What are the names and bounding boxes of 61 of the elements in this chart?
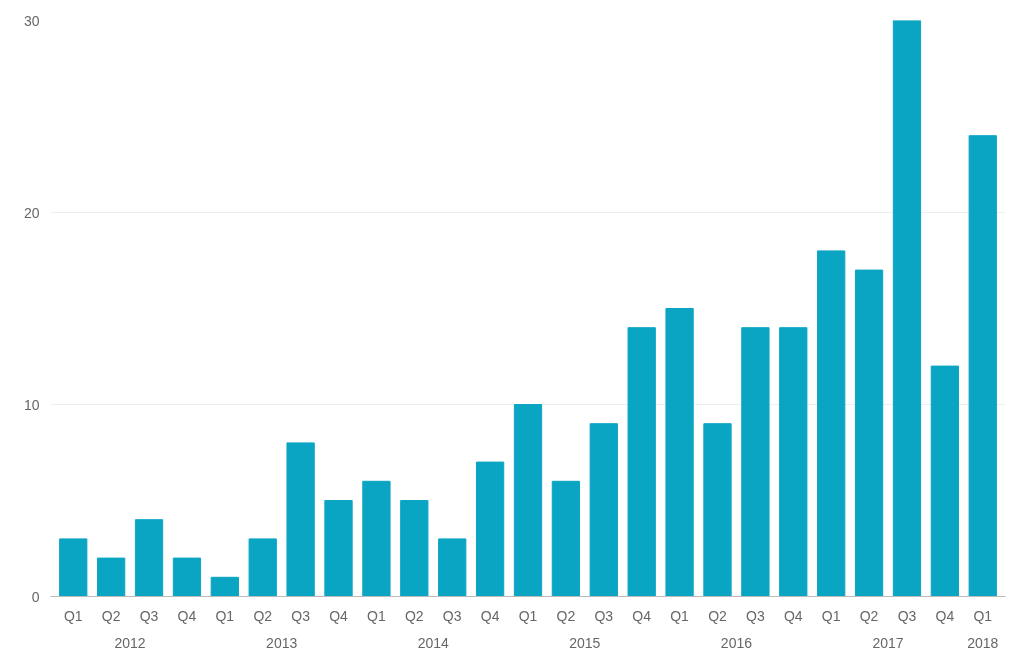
bar [589,423,618,597]
y-tick-label: 10 [23,396,40,413]
x-tick-label: Q3 [594,607,614,624]
x-tick-label: Q1 [63,607,83,624]
bar [513,404,543,597]
bar [551,480,581,597]
x-tick-label: Q4 [177,607,197,624]
x-tick-label: Q4 [632,607,652,624]
x-tick-label: Q1 [821,607,841,624]
x-tick-label: Q2 [556,607,576,624]
bar [665,308,694,597]
bar [400,500,429,597]
x-tick-label: Q1 [215,607,235,624]
bar [475,461,505,597]
x-tick-label: Q2 [859,607,879,624]
text: 2013 [266,634,298,651]
text: 2017 [872,634,904,651]
x-tick-label: Q3 [897,607,917,624]
text: 2012 [114,634,146,651]
bar [854,269,884,597]
bar [248,538,277,597]
x-tick-label: Q1 [367,607,386,624]
bar [968,135,997,597]
x-tick-label: Q4 [783,607,803,624]
y-tick-label: 0 [31,588,40,605]
x-tick-label: Q2 [708,607,728,624]
x-tick-label: Q2 [253,607,273,624]
bar [210,576,239,597]
x-tick-label: Q2 [101,607,121,624]
text: 2018 [967,634,999,651]
bar [324,500,353,597]
x-tick-label: Q3 [442,607,462,624]
bar [817,250,846,597]
bar [703,423,732,597]
bar [741,327,770,597]
x-tick-label: Q3 [746,607,765,624]
x-tick-label: Q1 [670,607,690,624]
text: 2014 [417,634,450,651]
bar [172,557,202,597]
y-tick-label: 30 [23,12,40,29]
x-tick-label: Q3 [139,607,159,624]
y-tick-label: 20 [23,204,40,221]
bar [779,327,808,597]
x-tick-label: Q2 [404,607,424,624]
x-tick-label: Q3 [291,607,311,624]
bar [134,519,164,597]
x-tick-label: Q1 [973,607,993,624]
x-tick-label: Q1 [518,607,538,624]
bar [892,20,922,597]
bar [930,365,960,597]
bar [362,480,391,597]
bar [286,442,315,597]
x-tick-label: Q4 [935,607,955,624]
bar [627,327,656,597]
text: 2016 [720,634,753,651]
x-tick-label: Q4 [480,607,500,624]
bar [59,538,88,597]
bar [438,538,467,597]
text: 2015 [569,634,601,651]
x-tick-label: Q4 [329,607,349,624]
bar [96,557,126,597]
